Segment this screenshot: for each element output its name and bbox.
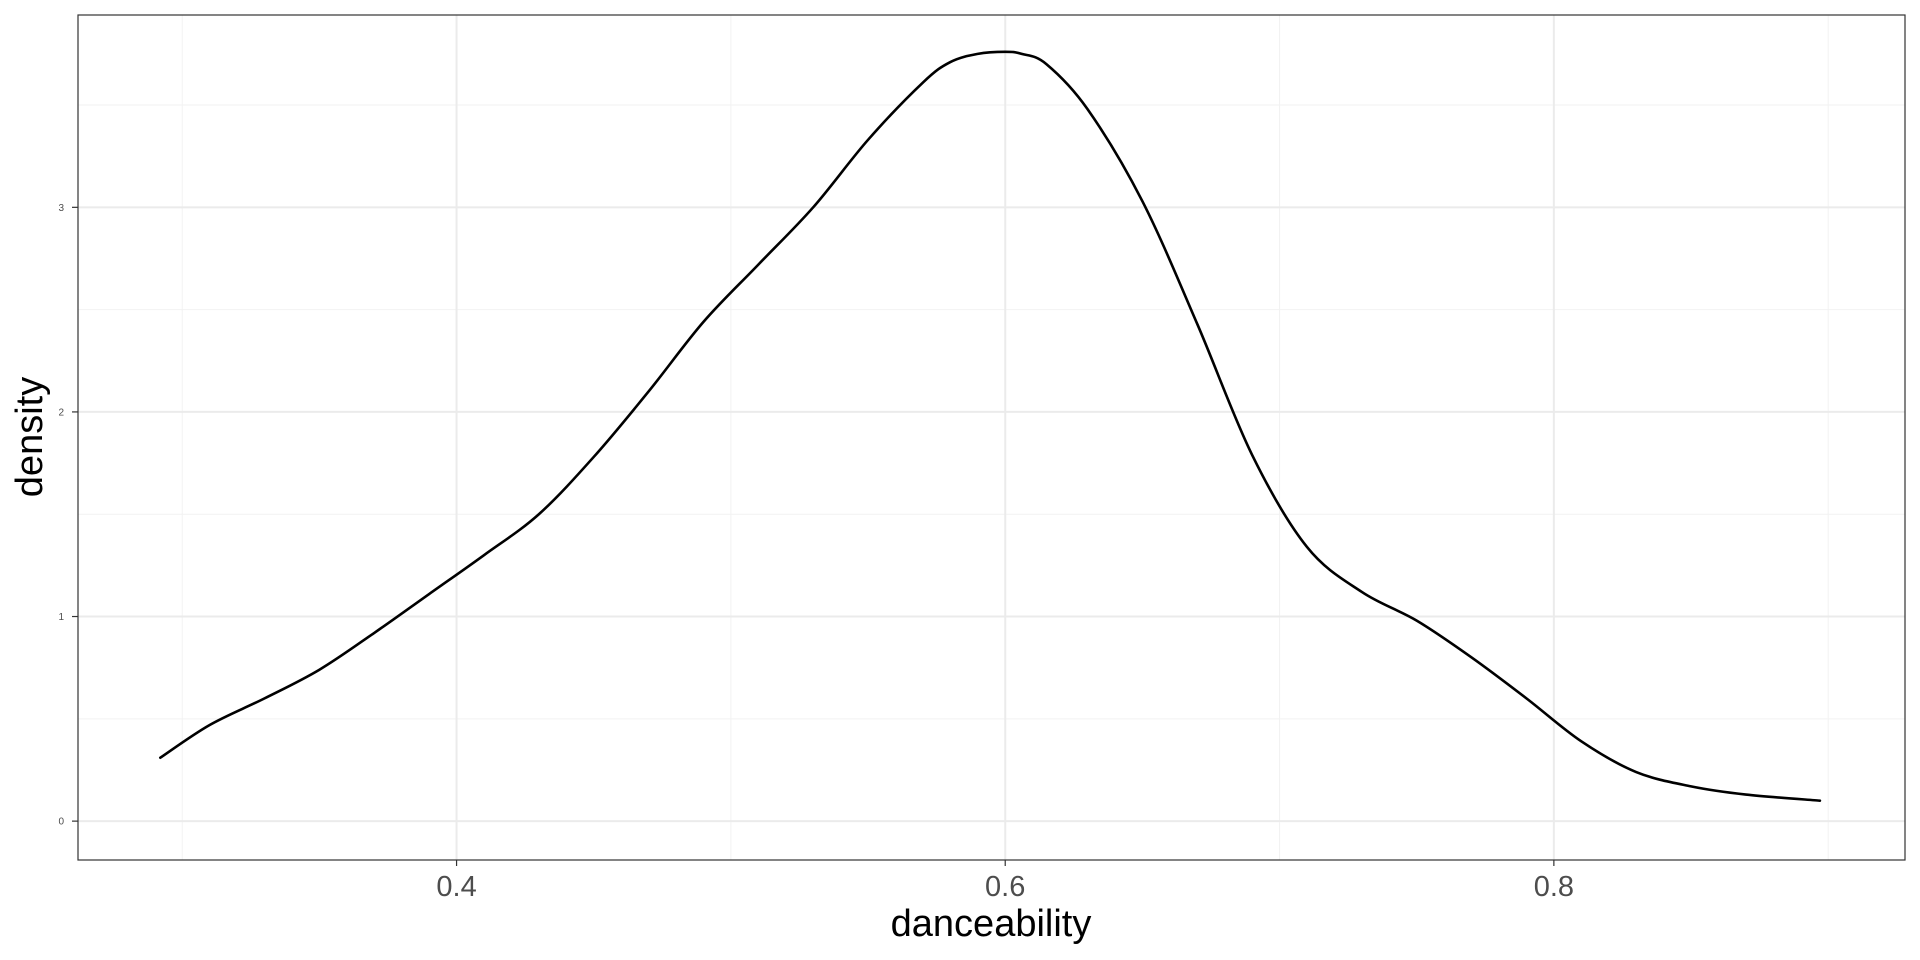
density-curve: [159, 50, 1822, 802]
major-gridlines: [78, 15, 1905, 860]
y-tick-label: 2: [58, 407, 64, 418]
x-tick-label: 0.6: [985, 871, 1025, 903]
y-axis-ticks: 0 1 2 3: [58, 203, 78, 828]
x-axis-title: danceability: [891, 903, 1092, 945]
y-tick-label: 3: [58, 203, 64, 214]
y-tick-label: 0: [58, 817, 64, 828]
y-tick-label: 1: [58, 612, 64, 623]
plot-panel-background: [78, 15, 1905, 860]
y-axis-title: density: [9, 377, 51, 497]
x-tick-label: 0.4: [436, 871, 476, 903]
x-tick-label: 0.8: [1534, 871, 1574, 903]
x-axis-ticks: 0.4 0.6 0.8: [436, 860, 1574, 903]
minor-gridlines: [78, 15, 1905, 860]
plot-panel-border: [77, 14, 1906, 861]
